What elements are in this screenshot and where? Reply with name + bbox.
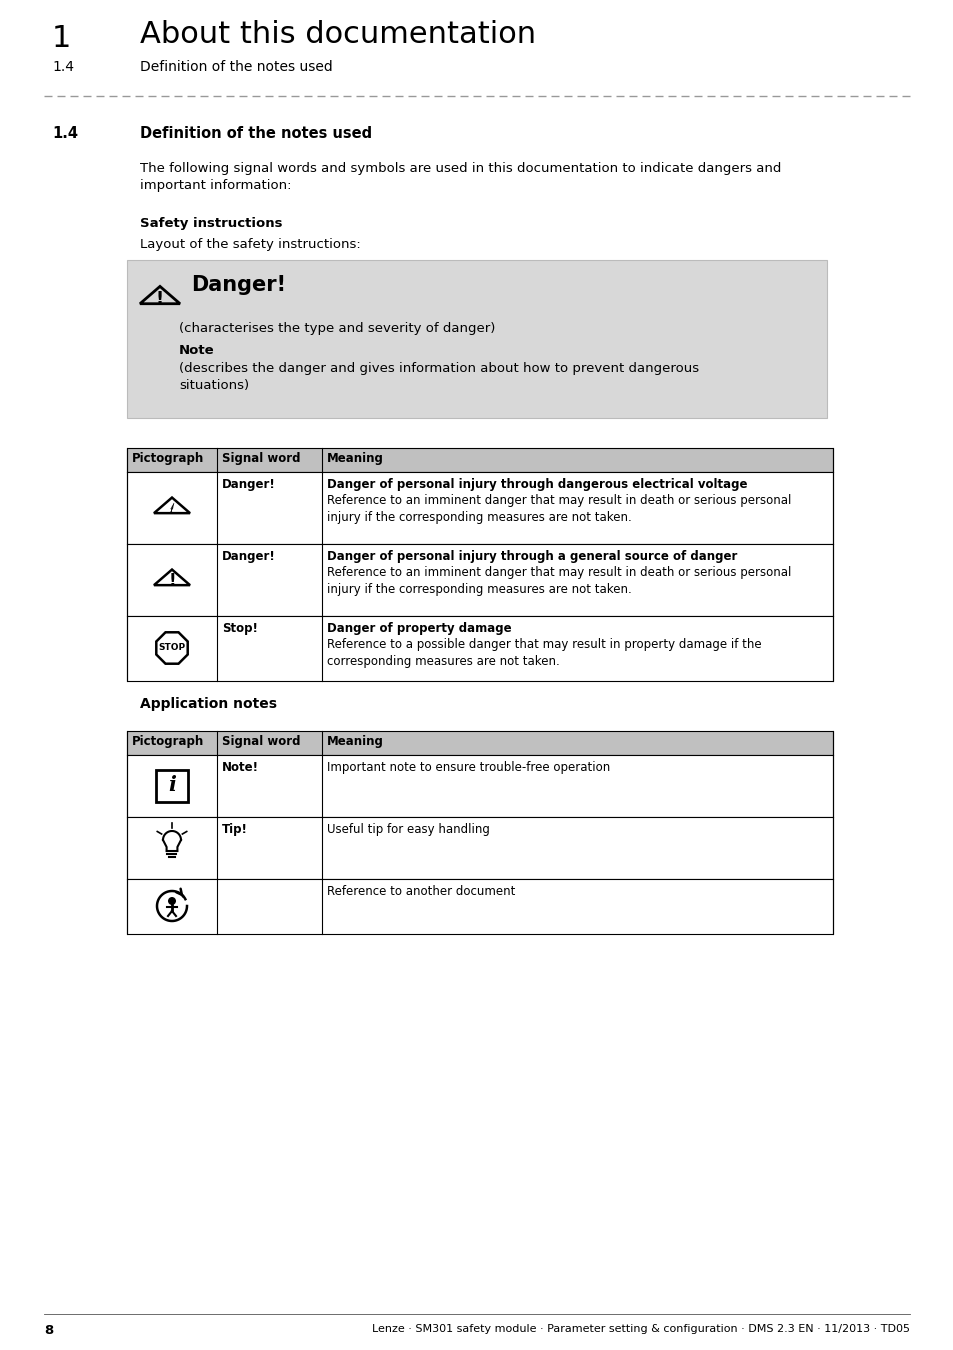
Text: Pictograph: Pictograph — [132, 452, 204, 464]
Text: Danger of personal injury through a general source of danger: Danger of personal injury through a gene… — [327, 549, 737, 563]
Text: Signal word: Signal word — [222, 734, 300, 748]
Text: 1.4: 1.4 — [52, 59, 74, 74]
Text: Signal word: Signal word — [222, 452, 300, 464]
Text: !: ! — [155, 290, 164, 308]
FancyBboxPatch shape — [127, 261, 826, 418]
FancyBboxPatch shape — [127, 817, 832, 879]
Text: Danger of property damage: Danger of property damage — [327, 622, 511, 634]
Text: (characterises the type and severity of danger): (characterises the type and severity of … — [179, 323, 495, 335]
Text: !: ! — [168, 572, 175, 590]
Text: i: i — [168, 775, 175, 795]
Text: Important note to ensure trouble-free operation: Important note to ensure trouble-free op… — [327, 761, 610, 774]
Text: STOP: STOP — [158, 644, 186, 652]
Polygon shape — [170, 504, 173, 513]
FancyBboxPatch shape — [156, 769, 188, 802]
Text: Stop!: Stop! — [222, 622, 257, 634]
Text: 8: 8 — [44, 1324, 53, 1336]
Text: Definition of the notes used: Definition of the notes used — [140, 126, 372, 140]
Text: Meaning: Meaning — [327, 734, 383, 748]
Text: Note!: Note! — [222, 761, 258, 774]
Text: Meaning: Meaning — [327, 452, 383, 464]
Text: Reference to another document: Reference to another document — [327, 886, 515, 898]
Text: Danger!: Danger! — [191, 275, 286, 296]
Text: (describes the danger and gives information about how to prevent dangerous
situa: (describes the danger and gives informat… — [179, 362, 699, 391]
Text: Definition of the notes used: Definition of the notes used — [140, 59, 333, 74]
FancyBboxPatch shape — [127, 755, 832, 817]
FancyBboxPatch shape — [127, 730, 832, 755]
Text: Reference to a possible danger that may result in property damage if the
corresp: Reference to a possible danger that may … — [327, 639, 760, 668]
FancyBboxPatch shape — [127, 879, 832, 934]
Text: Lenze · SM301 safety module · Parameter setting & configuration · DMS 2.3 EN · 1: Lenze · SM301 safety module · Parameter … — [372, 1324, 909, 1334]
Text: Danger of personal injury through dangerous electrical voltage: Danger of personal injury through danger… — [327, 478, 747, 491]
Text: Useful tip for easy handling: Useful tip for easy handling — [327, 824, 489, 836]
Text: Danger!: Danger! — [222, 478, 275, 491]
Text: Danger!: Danger! — [222, 549, 275, 563]
Text: Application notes: Application notes — [140, 697, 276, 711]
Text: Tip!: Tip! — [222, 824, 248, 836]
Text: Note: Note — [179, 344, 214, 356]
Text: Layout of the safety instructions:: Layout of the safety instructions: — [140, 238, 360, 251]
Text: About this documentation: About this documentation — [140, 20, 536, 49]
Circle shape — [168, 896, 175, 905]
Text: Reference to an imminent danger that may result in death or serious personal
inj: Reference to an imminent danger that may… — [327, 494, 791, 524]
FancyBboxPatch shape — [127, 472, 832, 544]
Text: Safety instructions: Safety instructions — [140, 217, 282, 230]
FancyBboxPatch shape — [127, 544, 832, 616]
Text: 1: 1 — [52, 24, 71, 53]
Text: 1.4: 1.4 — [52, 126, 78, 140]
FancyBboxPatch shape — [127, 448, 832, 472]
Text: Reference to an imminent danger that may result in death or serious personal
inj: Reference to an imminent danger that may… — [327, 566, 791, 595]
FancyBboxPatch shape — [127, 616, 832, 680]
Text: Pictograph: Pictograph — [132, 734, 204, 748]
Text: The following signal words and symbols are used in this documentation to indicat: The following signal words and symbols a… — [140, 162, 781, 193]
